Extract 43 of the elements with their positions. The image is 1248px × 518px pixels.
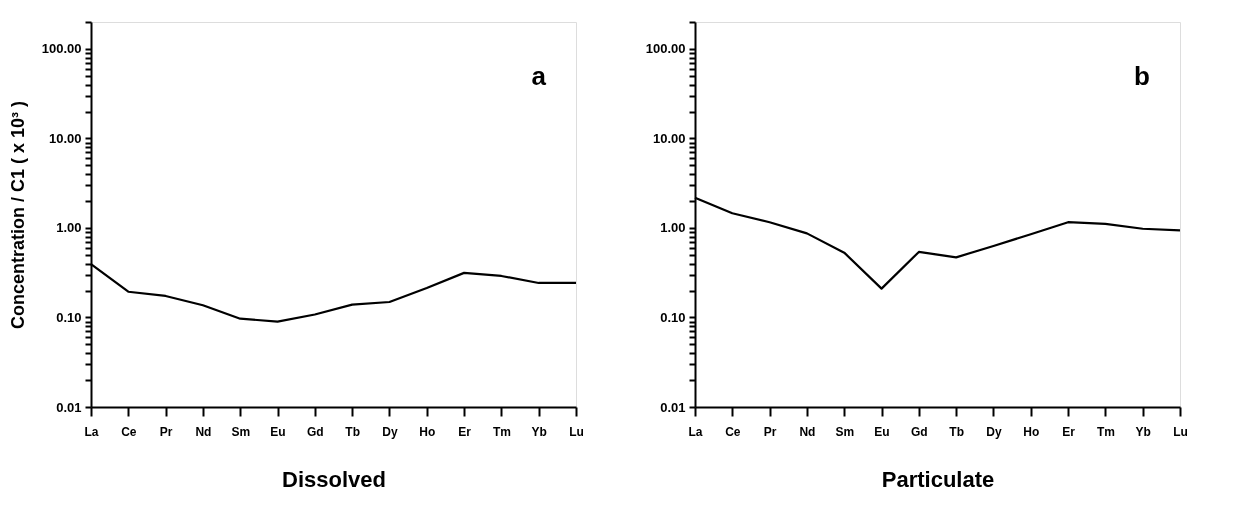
y-tick-label: 0.10 bbox=[660, 309, 686, 325]
x-tick-label: Dy bbox=[382, 424, 398, 439]
x-tick-label: La bbox=[84, 424, 99, 439]
y-axis-title: Concentration / C1 ( x 10³ ) bbox=[7, 100, 28, 330]
x-tick-label: Sm bbox=[231, 424, 251, 439]
annotation: a bbox=[531, 61, 547, 91]
x-tick-label: Pr bbox=[763, 424, 777, 439]
x-tick-label: Ho bbox=[1023, 424, 1040, 439]
x-tick-label: Yb bbox=[531, 424, 547, 439]
y-tick-label: 0.01 bbox=[660, 399, 686, 415]
x-tick-label: Gd bbox=[911, 424, 928, 439]
x-tick-label: Tb bbox=[345, 424, 360, 439]
x-tick-label: Tb bbox=[949, 424, 964, 439]
x-tick-label: Nd bbox=[195, 424, 212, 439]
x-tick-label: Sm bbox=[835, 424, 855, 439]
x-tick-label: Er bbox=[1062, 424, 1076, 439]
x-tick-label: Er bbox=[458, 424, 472, 439]
x-axis-title: Dissolved bbox=[282, 466, 386, 492]
y-tick-label: 10.00 bbox=[48, 130, 82, 146]
x-tick-label: Ho bbox=[419, 424, 436, 439]
y-tick-label: 10.00 bbox=[652, 130, 686, 146]
x-tick-label: Gd bbox=[307, 424, 324, 439]
x-axis-title: Particulate bbox=[881, 466, 995, 492]
x-tick-label: Lu bbox=[569, 424, 584, 439]
x-tick-label: Yb bbox=[1135, 424, 1151, 439]
x-tick-label: Tm bbox=[1096, 424, 1115, 439]
y-tick-label: 0.01 bbox=[56, 399, 82, 415]
x-tick-label: Dy bbox=[986, 424, 1002, 439]
x-tick-label: Eu bbox=[874, 424, 890, 439]
x-tick-label: Pr bbox=[159, 424, 173, 439]
y-tick-label: 1.00 bbox=[660, 220, 686, 236]
y-tick-label: 0.10 bbox=[56, 309, 82, 325]
x-tick-label: Eu bbox=[270, 424, 286, 439]
y-tick-label: 1.00 bbox=[56, 220, 82, 236]
x-tick-label: Tm bbox=[492, 424, 511, 439]
y-tick-label: 100.00 bbox=[41, 41, 82, 57]
y-tick-label: 100.00 bbox=[645, 41, 686, 57]
x-tick-label: Lu bbox=[1173, 424, 1188, 439]
x-tick-label: La bbox=[688, 424, 703, 439]
x-tick-label: Ce bbox=[121, 424, 137, 439]
x-tick-label: Ce bbox=[725, 424, 741, 439]
x-tick-label: Nd bbox=[799, 424, 816, 439]
annotation: b bbox=[1134, 61, 1150, 91]
